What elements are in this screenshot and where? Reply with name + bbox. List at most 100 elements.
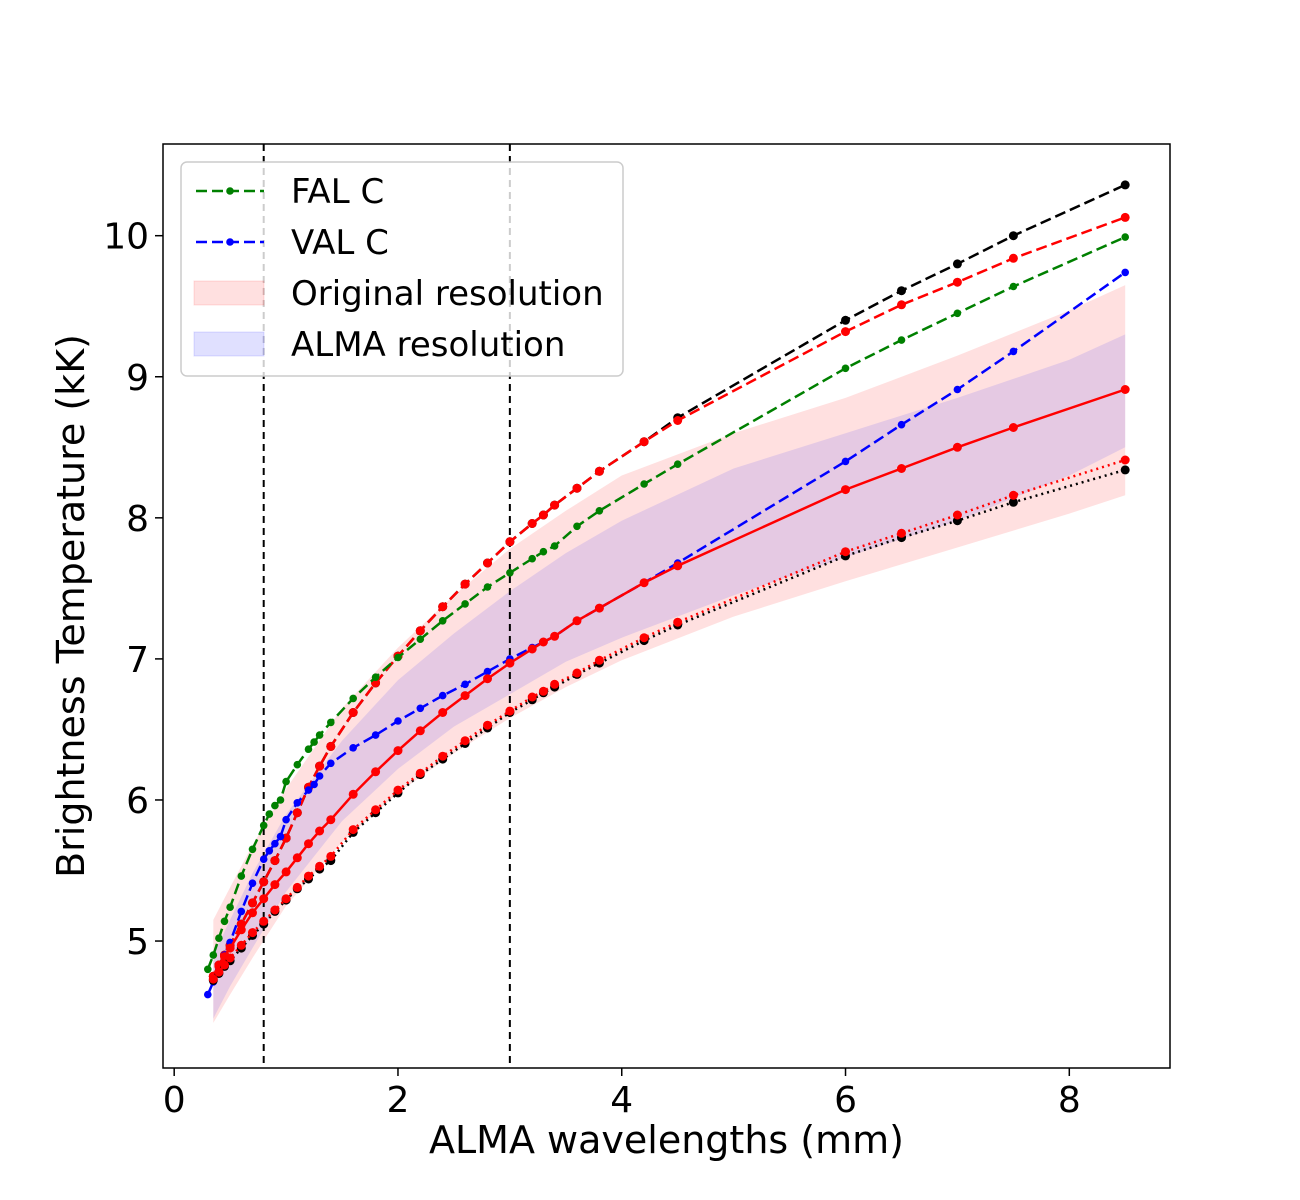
data-point (952, 277, 962, 287)
data-point (281, 867, 291, 877)
data-point (220, 960, 229, 970)
data-point (282, 815, 290, 824)
data-point (897, 528, 906, 538)
data-point (594, 603, 604, 613)
data-point (897, 286, 906, 296)
data-point (371, 767, 381, 777)
data-point (248, 898, 257, 908)
data-point (237, 907, 246, 916)
data-point (265, 810, 274, 818)
data-point (209, 951, 218, 959)
data-point (226, 903, 234, 911)
data-point (393, 785, 403, 795)
data-point (1120, 212, 1130, 222)
data-point (594, 466, 604, 476)
data-point (292, 853, 302, 863)
data-point (304, 786, 313, 794)
data-point (327, 718, 335, 727)
y-tick-label: 7 (126, 640, 149, 681)
data-point (483, 720, 492, 730)
data-point (1008, 231, 1018, 241)
data-point (326, 815, 336, 825)
data-point (673, 460, 682, 469)
data-point (310, 780, 318, 789)
data-point (897, 300, 906, 310)
data-point (1120, 455, 1130, 465)
data-point (1008, 497, 1018, 507)
band-alma-resolution (213, 334, 1126, 1019)
data-point (265, 847, 274, 855)
data-point (276, 832, 285, 841)
series-layer (204, 180, 1130, 999)
data-point (640, 480, 648, 488)
data-point (572, 668, 582, 678)
y-tick-label: 5 (126, 922, 149, 963)
data-point (270, 880, 280, 890)
data-point (639, 437, 649, 447)
data-point (371, 731, 380, 739)
legend-swatch-marker (226, 238, 234, 246)
data-point (483, 674, 492, 684)
data-point (208, 974, 218, 984)
data-point (952, 259, 962, 269)
data-point (505, 706, 515, 716)
data-point (214, 967, 224, 977)
data-point (953, 309, 962, 318)
data-point (248, 928, 257, 938)
data-point (348, 789, 358, 799)
data-point (460, 691, 470, 701)
x-tick-label: 6 (834, 1080, 857, 1121)
vertical-reference-lines (262, 144, 511, 1068)
data-point (281, 894, 291, 904)
x-axis-ticks: 0 2 4 6 8 (163, 1068, 1081, 1121)
legend-label: VAL C (291, 223, 389, 263)
data-point (538, 686, 548, 696)
data-point (1120, 180, 1130, 190)
data-point (415, 726, 425, 736)
x-tick-label: 4 (610, 1080, 633, 1121)
data-point (461, 680, 469, 689)
x-axis-title: ALMA wavelengths (mm) (429, 1118, 904, 1162)
data-point (282, 777, 290, 786)
data-point (538, 637, 548, 647)
data-point (293, 760, 302, 769)
data-point (271, 801, 279, 810)
series-fal-c (204, 233, 1129, 974)
data-point (673, 561, 683, 571)
legend-box (180, 161, 624, 377)
data-point (673, 617, 683, 627)
data-point (326, 741, 336, 751)
data-point (259, 916, 269, 926)
data-point (393, 746, 403, 756)
data-point (550, 679, 560, 689)
data-point (841, 485, 850, 495)
y-tick-label: 6 (126, 781, 149, 822)
data-point (304, 871, 313, 881)
data-point (304, 745, 313, 753)
data-point (841, 364, 850, 373)
data-point (259, 855, 268, 863)
data-point (1008, 490, 1018, 500)
data-point (438, 602, 448, 612)
legend-entry-original-resolution: Original resolution (193, 274, 604, 314)
data-point (248, 845, 257, 854)
data-point (438, 691, 447, 700)
legend: FAL C VAL C Original resolution ALMA resolu… (180, 161, 624, 377)
x-tick-label: 8 (1058, 1080, 1081, 1121)
data-point (952, 442, 962, 452)
data-point (460, 736, 470, 746)
data-point (897, 464, 906, 473)
y-axis-ticks: 5 6 7 8 9 10 (103, 217, 163, 963)
data-point (528, 554, 536, 563)
data-point (310, 738, 318, 746)
data-point (416, 704, 425, 713)
band-layer (213, 285, 1126, 1023)
data-point (506, 569, 514, 577)
data-point (539, 547, 548, 556)
data-point (271, 839, 279, 848)
data-point (673, 416, 683, 425)
data-point (527, 519, 537, 528)
data-point (394, 717, 402, 725)
data-point (259, 877, 269, 887)
